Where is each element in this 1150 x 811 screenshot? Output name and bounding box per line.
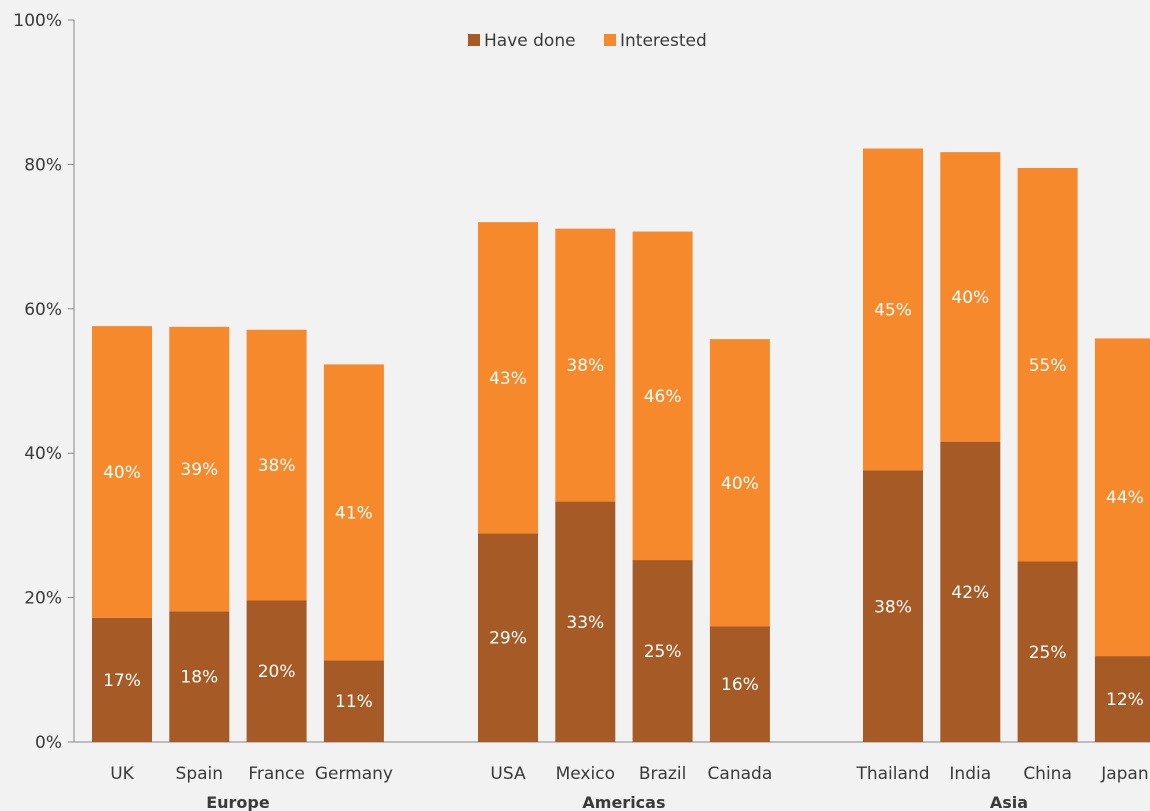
bar-segment-interested xyxy=(246,329,307,601)
data-label: 43% xyxy=(489,369,527,389)
y-tick-label: 60% xyxy=(24,300,62,320)
bar-segment-interested xyxy=(709,339,770,627)
data-label: 46% xyxy=(644,387,682,407)
category-label: France xyxy=(248,764,305,784)
data-label: 17% xyxy=(103,671,141,691)
group-label: Asia xyxy=(990,793,1028,811)
data-label: 11% xyxy=(335,692,373,712)
data-label: 40% xyxy=(103,463,141,483)
bar-segment-have-done xyxy=(1017,561,1078,742)
x-axis: Europe Americas Asia UK Spain France Germany US… xyxy=(110,764,1148,811)
group-label: Europe xyxy=(206,793,270,811)
bar-segment-have-done xyxy=(555,501,616,742)
category-label: Brazil xyxy=(639,764,686,784)
data-label: 55% xyxy=(1029,356,1067,376)
data-label: 16% xyxy=(721,675,759,695)
bar-segment-interested xyxy=(92,326,152,618)
category-label: China xyxy=(1023,764,1072,784)
bar-segment-interested xyxy=(555,228,616,502)
bar-segment-have-done xyxy=(478,533,538,742)
legend: Have done Interested xyxy=(468,31,707,51)
category-label: Canada xyxy=(708,764,773,784)
category-label: Japan xyxy=(1100,764,1148,784)
bar-segment-have-done xyxy=(632,560,693,742)
data-label: 38% xyxy=(566,356,604,376)
data-label: 41% xyxy=(335,503,373,523)
bars xyxy=(92,148,1150,742)
bar-segment-interested xyxy=(169,326,230,612)
bar-segment-have-done xyxy=(323,660,384,742)
data-label: 38% xyxy=(874,597,912,617)
bar-segment-interested xyxy=(940,152,1001,442)
bar-segment-interested xyxy=(1017,168,1078,562)
category-label: UK xyxy=(110,764,134,784)
bar-segment-have-done xyxy=(1094,656,1150,742)
data-label: 44% xyxy=(1106,488,1144,508)
y-tick-label: 100% xyxy=(13,11,62,31)
data-label: 29% xyxy=(489,629,527,649)
legend-swatch xyxy=(468,34,480,46)
legend-label: Have done xyxy=(484,31,576,51)
data-label: 45% xyxy=(874,301,912,321)
data-label: 33% xyxy=(566,613,604,633)
bar-segment-have-done xyxy=(709,626,770,742)
data-label: 25% xyxy=(1029,643,1067,663)
category-label: Spain xyxy=(176,764,224,784)
data-label: 40% xyxy=(951,288,989,308)
group-label: Americas xyxy=(582,793,665,811)
category-label: India xyxy=(949,764,991,784)
y-tick-label: 0% xyxy=(35,733,62,753)
data-labels: 17% 40% 18% 39% 20% 38% 11% 41% 29% 43% 33% 38% 25% 4… xyxy=(103,288,1144,712)
category-label: Thailand xyxy=(855,764,929,784)
category-label: USA xyxy=(490,764,526,784)
bar-segment-interested xyxy=(323,364,384,661)
y-tick-label: 20% xyxy=(24,589,62,609)
category-label: Germany xyxy=(315,764,393,784)
bar-segment-have-done xyxy=(940,441,1001,742)
data-label: 42% xyxy=(951,583,989,603)
data-label: 25% xyxy=(644,642,682,662)
y-tick-label: 80% xyxy=(24,155,62,175)
bar-segment-have-done xyxy=(92,617,152,742)
data-label: 40% xyxy=(721,474,759,494)
legend-swatch xyxy=(604,34,616,46)
bar-segment-have-done xyxy=(246,600,307,742)
data-label: 20% xyxy=(258,662,296,682)
bar-segment-have-done xyxy=(863,470,923,742)
bar-segment-have-done xyxy=(169,611,230,742)
bar-segment-interested xyxy=(478,222,538,534)
data-label: 18% xyxy=(180,668,218,688)
bar-segment-interested xyxy=(632,231,693,561)
data-label: 39% xyxy=(180,460,218,480)
data-label: 38% xyxy=(258,456,296,476)
legend-label: Interested xyxy=(620,31,707,51)
y-tick-label: 40% xyxy=(24,444,62,464)
bar-segment-interested xyxy=(863,148,923,471)
data-label: 12% xyxy=(1106,690,1144,710)
category-label: Mexico xyxy=(556,764,615,784)
bar-segment-interested xyxy=(1094,338,1150,657)
